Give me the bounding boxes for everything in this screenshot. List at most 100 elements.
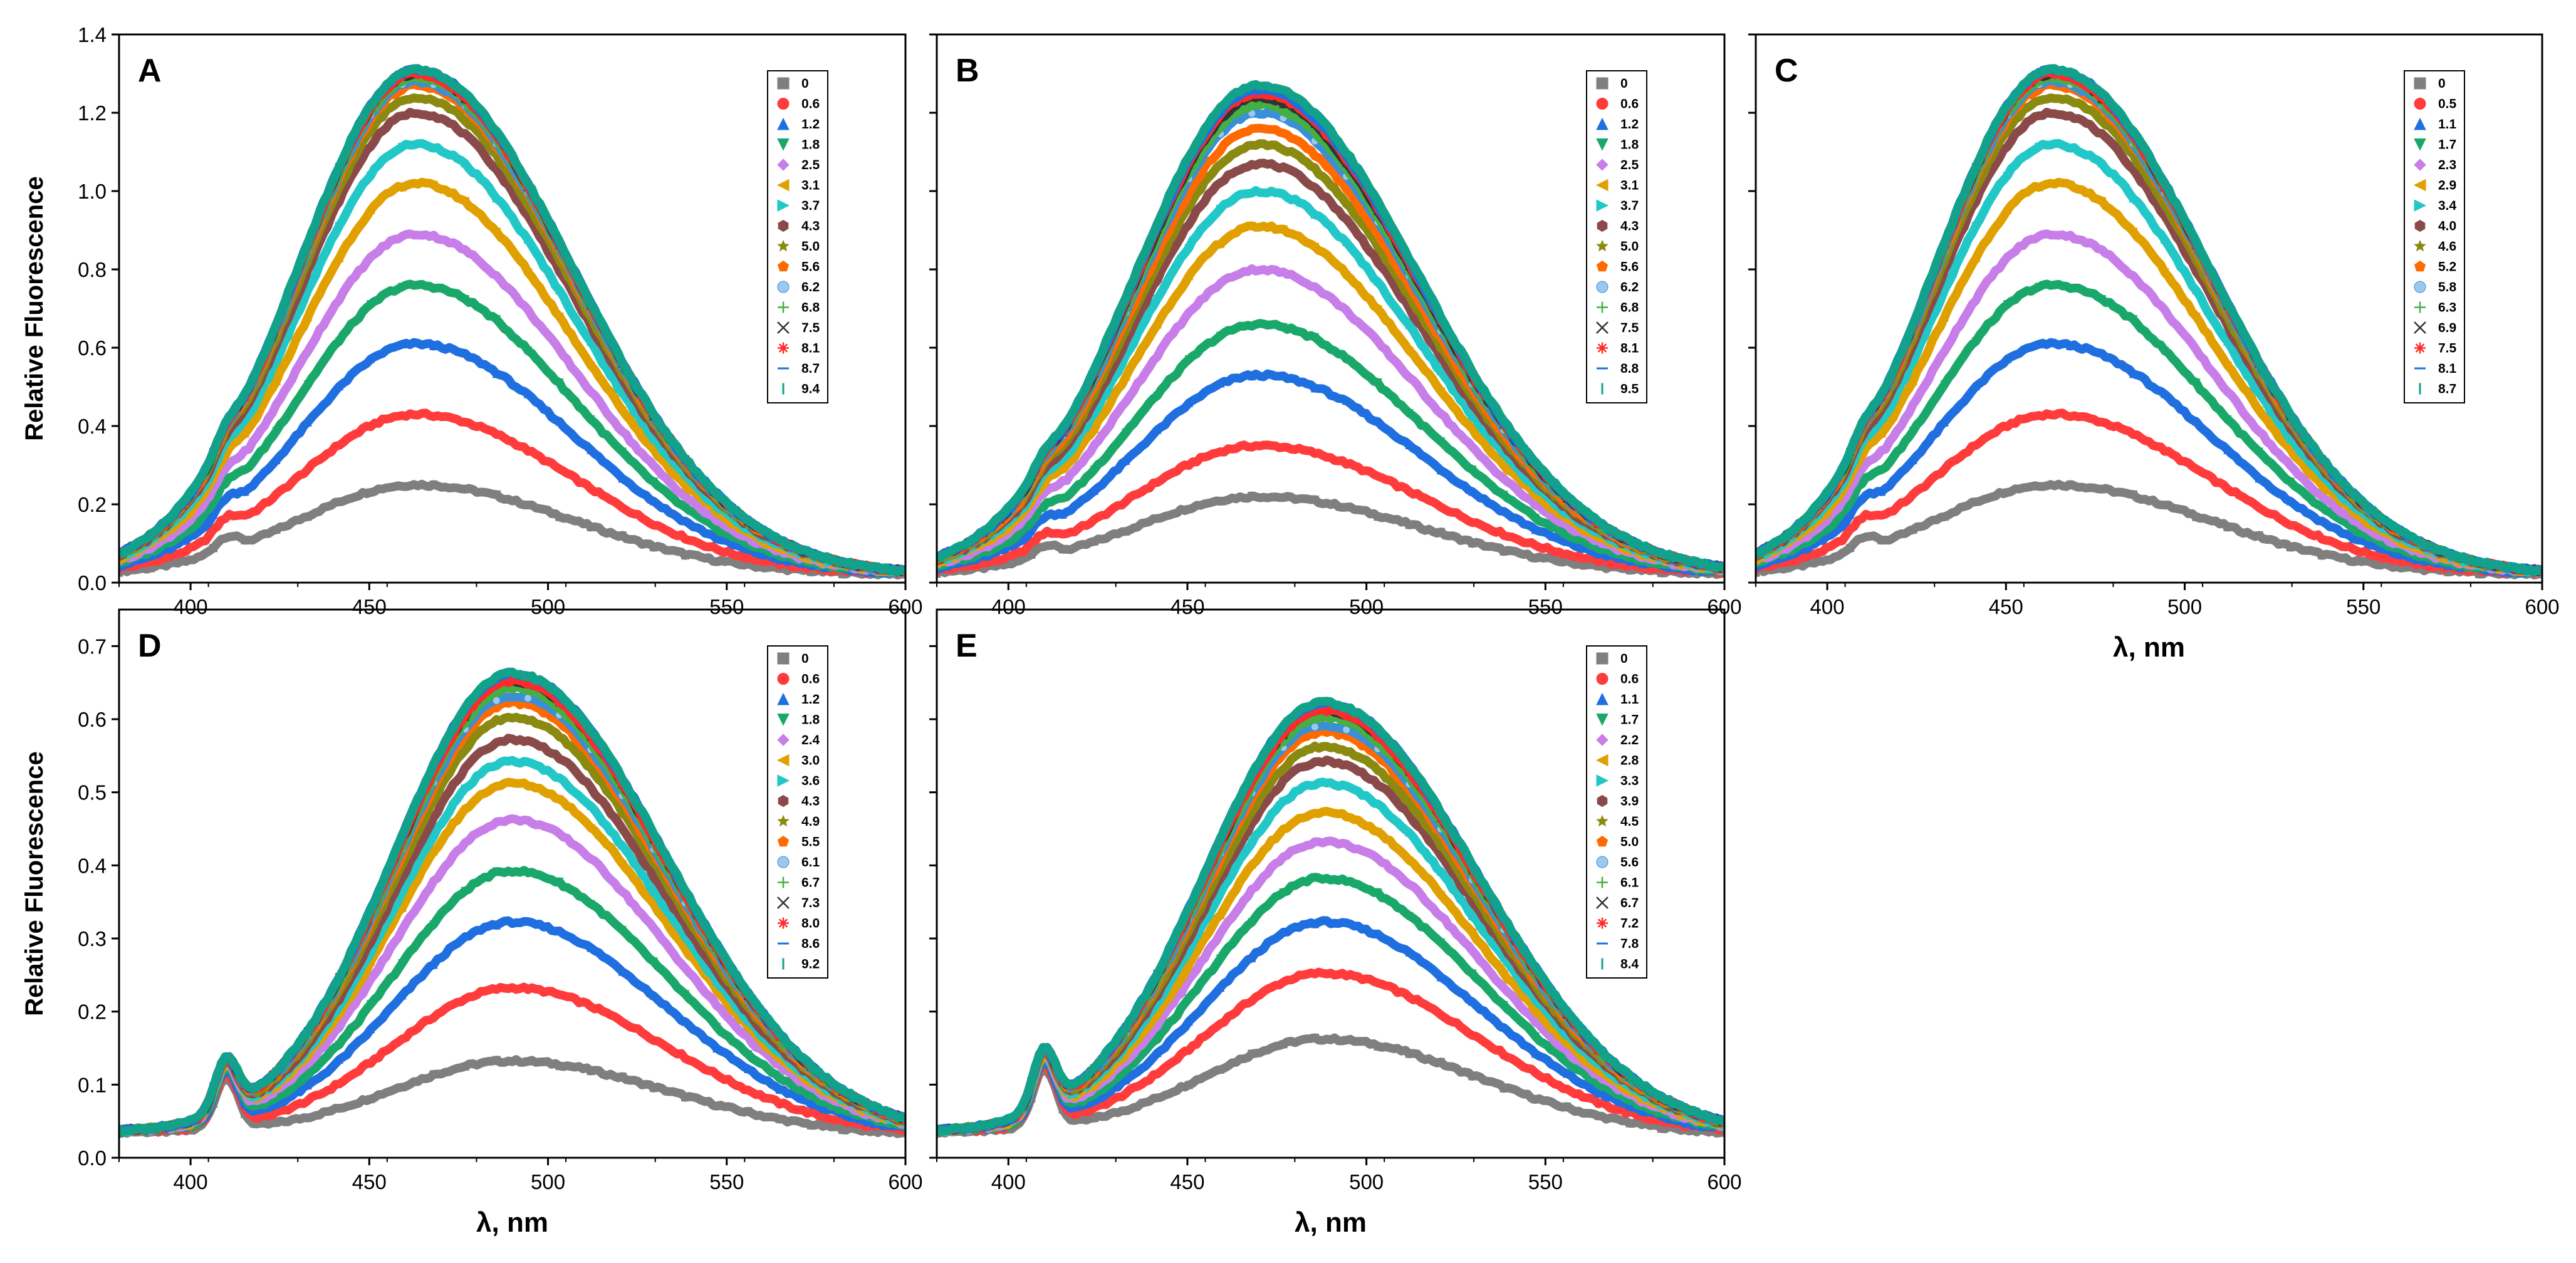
series-line-9.2	[119, 667, 905, 1136]
hexagon-icon	[556, 754, 563, 763]
triangle-right-icon	[712, 977, 721, 987]
diamond-icon	[777, 734, 790, 746]
triangle-up-icon	[1310, 919, 1320, 928]
circle-icon	[524, 447, 533, 455]
diamond-icon	[492, 271, 501, 280]
series-line-0	[937, 1033, 1724, 1138]
triangle-up-icon	[303, 1081, 313, 1089]
triangle-up-icon	[1531, 1049, 1540, 1058]
hexagon-icon	[1342, 760, 1350, 769]
hexagon-icon	[1216, 179, 1224, 187]
star-icon	[1279, 764, 1288, 773]
legend: 0 0.6 1.2 1.8 2.5 3.1 3.7 4.3 5.0 5.6 6.2 6.8 7.5 8.1…	[767, 70, 828, 403]
triangle-down-icon	[1279, 323, 1288, 332]
star-icon	[2034, 96, 2043, 105]
triangle-right-icon	[2414, 199, 2427, 212]
square-icon	[1090, 1114, 1098, 1123]
triangle-up-icon	[2034, 340, 2043, 349]
triangle-down-icon	[303, 380, 313, 389]
circle-icon	[1279, 443, 1288, 452]
triangle-right-icon	[524, 757, 533, 767]
square-icon	[555, 512, 564, 521]
triangle-right-icon	[1310, 210, 1320, 219]
circle-icon	[492, 430, 501, 439]
star-icon	[587, 763, 595, 772]
triangle-right-icon	[429, 143, 439, 153]
circle-icon	[1405, 993, 1414, 1002]
triangle-down-icon	[1184, 355, 1194, 364]
triangle-left-icon	[1184, 272, 1193, 281]
square-icon	[1279, 493, 1288, 502]
triangle-up-icon	[2191, 417, 2201, 426]
triangle-up-icon	[1216, 983, 1225, 992]
legend-entry-label: 5.5	[801, 835, 820, 850]
square-icon	[1940, 512, 1949, 521]
circle-icon	[1248, 443, 1256, 452]
triangle-down-icon	[2003, 300, 2012, 309]
triangle-left-icon	[1595, 179, 1609, 192]
triangle-right-icon	[492, 761, 501, 771]
legend-entry-label: 4.6	[2438, 239, 2456, 254]
series-line-1.8	[937, 319, 1724, 577]
triangle-down-icon	[618, 926, 627, 935]
circle-icon	[1499, 1051, 1508, 1060]
square-icon	[1846, 544, 1855, 553]
asterisk-icon	[555, 699, 563, 707]
triangle-up-icon	[1247, 954, 1256, 962]
pentagon-icon	[1311, 730, 1319, 738]
plus-icon	[778, 301, 789, 313]
pentagon-icon	[1596, 835, 1609, 847]
circle-icon	[996, 556, 1004, 564]
x-tick-label: 400	[991, 1170, 1026, 1193]
triangle-left-icon	[1971, 254, 1980, 262]
cross-icon	[777, 897, 790, 909]
square-icon	[2129, 490, 2137, 499]
triangle-up-icon	[1499, 507, 1508, 516]
legend-entry-label: 6.1	[801, 855, 820, 870]
triangle-right-icon	[335, 221, 344, 231]
diamond-icon	[1468, 442, 1477, 452]
triangle-right-icon	[2255, 388, 2264, 397]
triangle-down-icon	[1940, 380, 1949, 389]
circle-icon	[177, 548, 186, 557]
triangle-up-icon	[1596, 117, 1609, 130]
triangle-left-icon	[1405, 856, 1414, 865]
circle-icon	[303, 465, 312, 474]
square-icon	[241, 536, 249, 544]
legend-entry-label: 9.2	[801, 957, 820, 972]
square-icon	[618, 1072, 627, 1081]
square-icon	[272, 525, 281, 534]
legend-entry-label: 5.0	[801, 239, 820, 254]
circle-icon	[492, 985, 501, 994]
legend-entry-label: 3.0	[801, 754, 820, 768]
hexagon-icon	[399, 112, 406, 120]
square-icon	[777, 652, 790, 665]
circle-icon	[587, 485, 595, 494]
triangle-down-icon	[1877, 465, 1886, 474]
square-icon	[712, 558, 721, 566]
y-tick-label: 0.2	[78, 493, 107, 516]
triangle-down-icon	[1596, 138, 1609, 151]
diamond-icon	[335, 1023, 344, 1032]
series-group	[119, 64, 905, 580]
legend-entry-label: 6.8	[1620, 301, 1639, 315]
square-icon	[2349, 558, 2358, 566]
square-icon	[1216, 497, 1225, 506]
triangle-right-icon	[1310, 781, 1320, 790]
triangle-down-icon	[775, 1074, 785, 1083]
square-icon	[492, 1056, 501, 1064]
sphere-icon	[1596, 856, 1609, 868]
cross-icon	[2414, 321, 2426, 334]
plus-icon	[1597, 876, 1608, 888]
legend-entry-label: 7.8	[1620, 937, 1639, 951]
triangle-left-icon	[397, 183, 407, 192]
triangle-down-icon	[1468, 465, 1477, 474]
triangle-down-icon	[1310, 333, 1320, 342]
hexagon-icon	[2098, 129, 2105, 138]
legend-entry-label: 7.5	[1620, 321, 1639, 335]
diamond-icon	[1405, 373, 1414, 382]
y-tick-label: 0.4	[78, 854, 107, 877]
square-icon	[1877, 536, 1886, 544]
circle-icon	[806, 1108, 815, 1116]
triangle-up-icon	[1845, 510, 1855, 519]
